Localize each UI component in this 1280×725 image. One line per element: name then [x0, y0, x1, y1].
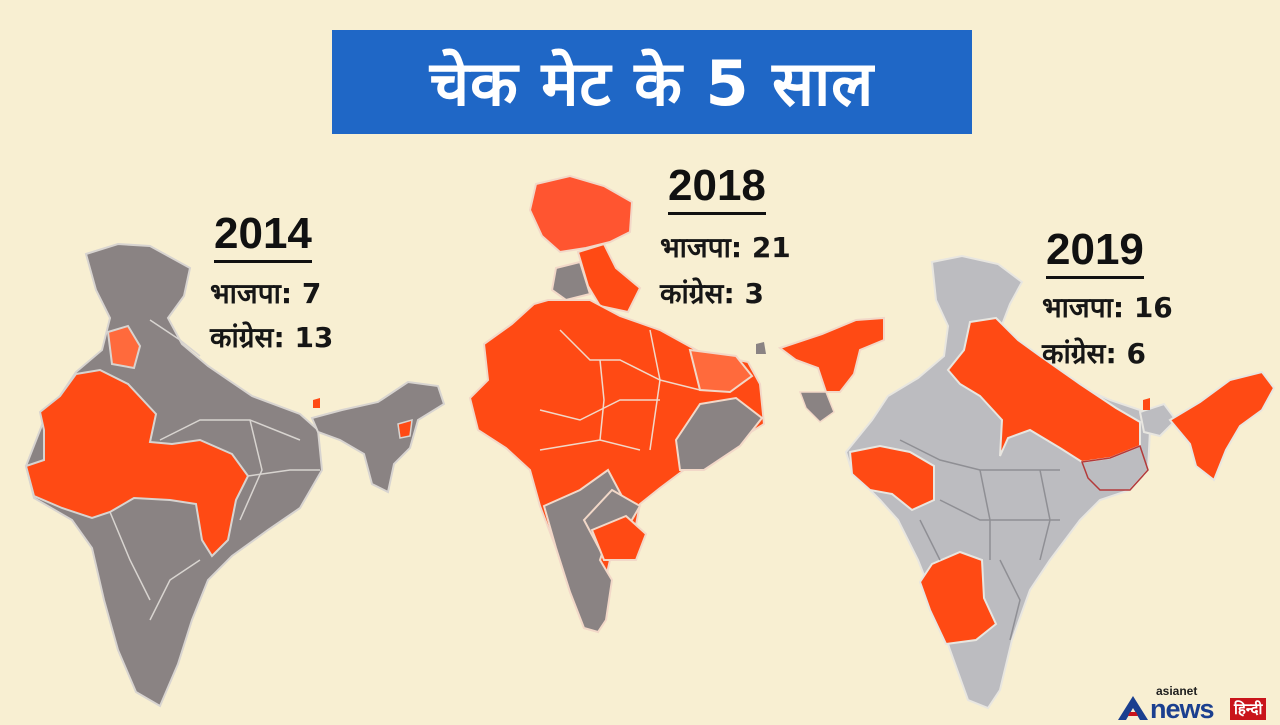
- bjp-label-2018: भाजपा:: [660, 231, 743, 264]
- asianet-a-icon: [1118, 696, 1148, 720]
- map-2019-north-belt: [946, 316, 1141, 464]
- congress-2019: कांग्रेस: 6: [1042, 336, 1146, 372]
- map-2018-sikkim: [756, 342, 766, 354]
- map-2019-sikkim: [1143, 398, 1150, 410]
- logo-news-text: news: [1150, 694, 1215, 724]
- congress-label-2014: कांग्रेस:: [210, 321, 285, 354]
- map-2019-karnataka: [918, 550, 998, 646]
- map-2014: [24, 242, 446, 708]
- congress-label-2018: कांग्रेस:: [660, 277, 735, 310]
- map-2018-mainland: [468, 299, 766, 634]
- congress-count-2014: 13: [294, 321, 334, 354]
- title-banner: चेक मेट के 5 साल: [332, 30, 972, 134]
- map-2018-telangana: [590, 514, 648, 561]
- map-2014-northeast: [310, 380, 446, 494]
- map-2018-northeast: [777, 316, 885, 393]
- logo-asianet-text: asianet: [1156, 684, 1198, 698]
- bjp-label-2014: भाजपा:: [210, 277, 293, 310]
- map-2019-borders: [899, 439, 1060, 641]
- bjp-count-2019: 16: [1133, 291, 1173, 324]
- map-2019-wb-outline: [1080, 445, 1149, 491]
- year-2014: 2014: [214, 212, 312, 263]
- congress-label-2019: कांग्रेस:: [1042, 337, 1117, 370]
- congress-count-2019: 6: [1126, 337, 1146, 370]
- map-2019-northeast: [1138, 402, 1178, 438]
- map-2018-hp-uk: [576, 242, 642, 314]
- year-2018: 2018: [668, 164, 766, 215]
- logo-hindi-badge: हिन्दी: [1230, 698, 1267, 720]
- asianet-news-logo: asianet news हिन्दी: [1110, 684, 1280, 724]
- map-2014-punjab: [106, 324, 142, 370]
- map-2019-ne-orange: [1168, 370, 1276, 482]
- bjp-2014: भाजपा: 7: [210, 276, 321, 312]
- title-text: चेक मेट के 5 साल: [429, 47, 875, 120]
- map-2014-borders: [109, 319, 320, 621]
- congress-2014: कांग्रेस: 13: [210, 320, 333, 356]
- congress-count-2018: 3: [744, 277, 764, 310]
- map-2014-assam-spot: [397, 418, 413, 439]
- congress-2018: कांग्रेस: 3: [660, 276, 764, 312]
- map-2018: [468, 174, 885, 634]
- map-2018-punjab-gray: [550, 260, 592, 302]
- year-2019: 2019: [1046, 228, 1144, 279]
- bjp-count-2018: 21: [751, 231, 791, 264]
- map-2014-rajasthan-gujarat-mp: [24, 368, 250, 558]
- map-2019-gujarat: [848, 444, 935, 512]
- map-2018-borders: [539, 329, 701, 451]
- map-2014-sikkim-spot: [313, 398, 320, 408]
- map-2018-jk: [528, 174, 634, 254]
- map-2018-ne-gray: [798, 391, 835, 423]
- bjp-2018: भाजपा: 21: [660, 230, 791, 266]
- map-2019: [844, 254, 1276, 710]
- bjp-2019: भाजपा: 16: [1042, 290, 1173, 326]
- map-2018-gray-east: [674, 396, 764, 471]
- map-2018-bihar: [688, 348, 754, 394]
- bjp-label-2019: भाजपा:: [1042, 291, 1125, 324]
- bjp-count-2014: 7: [301, 277, 322, 310]
